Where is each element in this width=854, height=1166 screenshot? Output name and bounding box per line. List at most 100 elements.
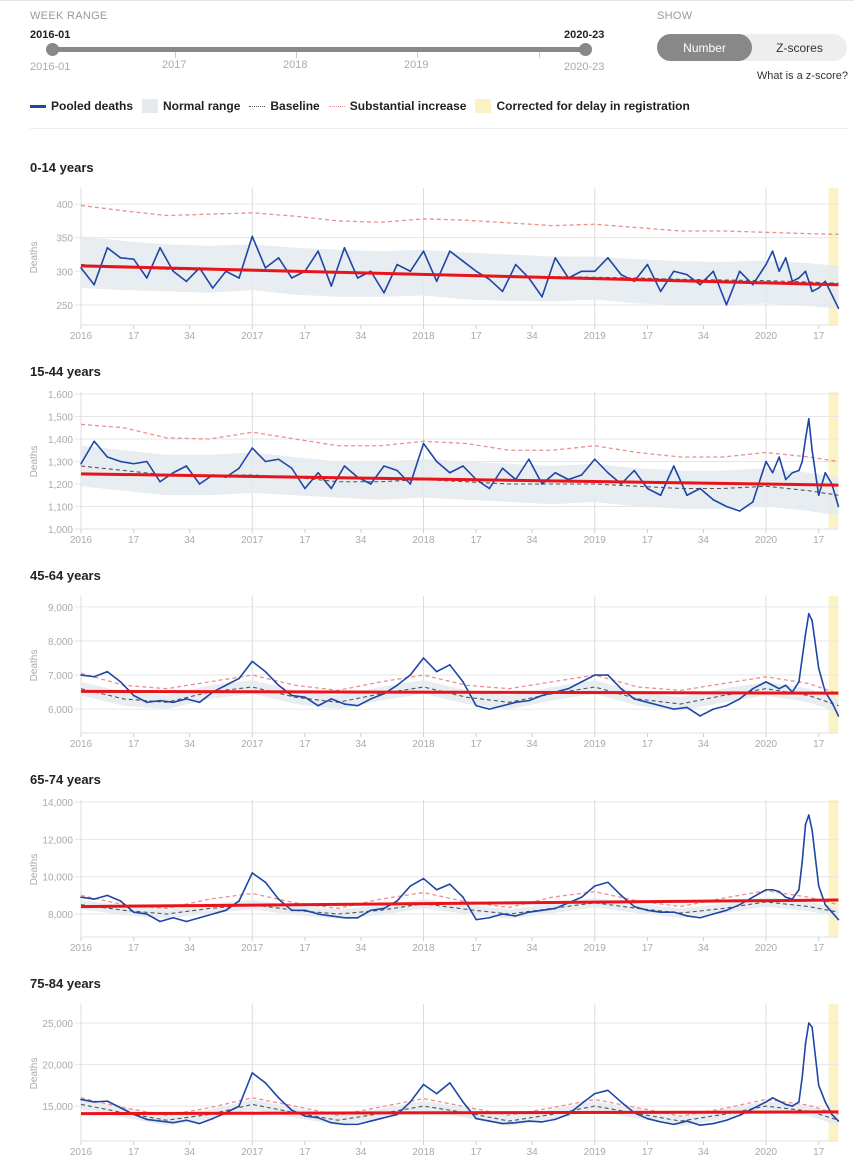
pooled-deaths-point [370, 483, 372, 485]
toggle-zscores[interactable]: Z-scores [776, 40, 823, 55]
trend-line [80, 264, 839, 287]
pooled-deaths-point [811, 290, 813, 293]
pooled-deaths-point [725, 304, 728, 306]
chart-title: 75-84 years [30, 976, 101, 991]
pooled-deaths-point [356, 277, 359, 279]
pooled-deaths-point [712, 913, 715, 915]
pooled-deaths-point [409, 1101, 412, 1103]
pooled-deaths-point [672, 1123, 675, 1126]
legend: Pooled deaths Normal range Baseline Subs… [30, 99, 699, 113]
zscore-help-link[interactable]: What is a z-score? [756, 70, 848, 82]
pooled-deaths-point [290, 909, 293, 912]
pooled-deaths-point [422, 442, 425, 445]
legend-baseline: Baseline [249, 99, 320, 113]
pooled-deaths-point [620, 1101, 622, 1103]
pooled-deaths-point [580, 896, 583, 899]
x-tick-label: 34 [527, 1147, 539, 1158]
pooled-deaths-point [409, 270, 412, 273]
y-tick-label: 8,000 [48, 910, 73, 921]
pooled-deaths-point [817, 885, 820, 887]
pooled-deaths-point [343, 1123, 346, 1126]
pooled-deaths-point [449, 250, 451, 252]
pooled-deaths-point [132, 911, 135, 913]
pooled-deaths-point [725, 1119, 728, 1122]
pooled-deaths-point [488, 916, 491, 919]
top-border [0, 0, 854, 3]
pooled-deaths-point [198, 701, 201, 704]
y-tick-label: 1,000 [48, 525, 73, 536]
x-tick-label: 2020 [755, 943, 778, 954]
pooled-deaths-point [251, 660, 254, 663]
pooled-deaths-point [765, 460, 767, 463]
corrected-swatch-icon [475, 99, 492, 113]
pooled-deaths-point [752, 687, 754, 690]
y-tick-label: 400 [56, 200, 73, 211]
chart-svg: 15,000 20,000 25,000 2016 17 34 2017 17 34 2018 17… [29, 1004, 840, 1158]
x-tick-label: 2020 [755, 739, 778, 750]
pooled-deaths-point [238, 677, 240, 680]
substantial-increase-line [80, 204, 839, 235]
pooled-deaths-point [264, 1082, 267, 1084]
pooled-deaths-point [808, 814, 810, 816]
legend-substantial-label: Substantial increase [349, 99, 467, 113]
pooled-deaths-point [824, 1101, 827, 1103]
pooled-deaths-point [804, 270, 807, 273]
pooled-deaths-point [554, 1118, 557, 1121]
pooled-deaths-point [304, 487, 306, 490]
x-tick-label: 17 [299, 331, 311, 342]
pooled-deaths-point [422, 1083, 425, 1086]
pooled-deaths-point [699, 283, 701, 286]
pooled-deaths-point [837, 505, 840, 508]
pooled-deaths-point [778, 890, 780, 893]
pooled-deaths-point [317, 704, 319, 707]
slider-tick [417, 52, 418, 58]
range-end-handle[interactable] [579, 43, 592, 56]
pooled-deaths-point [633, 698, 636, 700]
x-tick-label: 2018 [412, 739, 435, 750]
pooled-deaths-point [620, 894, 622, 897]
pooled-deaths-point [449, 664, 451, 666]
x-tick-label: 2018 [412, 535, 435, 546]
pooled-deaths-point [330, 698, 333, 700]
chart-svg: 6,000 7,000 8,000 9,000 2016 17 34 2017 17 34 2018… [29, 596, 840, 750]
pooled-deaths-point [343, 916, 346, 919]
pooled-deaths-point [798, 681, 800, 683]
x-tick-label: 17 [642, 1147, 654, 1158]
pooled-deaths-point [238, 467, 240, 470]
y-tick-label: 1,100 [48, 503, 73, 514]
pooled-deaths-point [317, 250, 319, 252]
pooled-deaths-point [593, 885, 596, 887]
chart-title: 15-44 years [30, 364, 101, 379]
week-range-slider[interactable] [52, 47, 586, 52]
x-tick-label: 17 [471, 331, 483, 342]
pooled-deaths-point [409, 674, 412, 676]
pooled-deaths-point [801, 1076, 804, 1078]
pooled-deaths-point [699, 916, 701, 919]
pooled-deaths-point [119, 900, 122, 902]
pooled-deaths-point [93, 283, 95, 286]
pooled-deaths-point [198, 483, 201, 485]
pooled-deaths-point [290, 1109, 293, 1112]
pooled-deaths-point [330, 487, 333, 490]
substantial-increase-line [80, 672, 839, 695]
toggle-number[interactable]: Number [657, 34, 752, 61]
chart-svg: 250 300 350 400 2016 17 34 2017 17 34 2018 17 34 2019… [29, 188, 840, 342]
show-toggle[interactable]: Number Z-scores [657, 34, 847, 61]
pooled-deaths-point [738, 1114, 741, 1117]
pooled-deaths-point [317, 913, 319, 915]
x-tick-label: 34 [527, 535, 539, 546]
pooled-deaths-point [383, 907, 385, 910]
pooled-deaths-point [528, 1120, 530, 1122]
x-tick-label: 2017 [241, 943, 264, 954]
x-tick-label: 17 [471, 1147, 483, 1158]
pooled-deaths-point [541, 483, 543, 485]
legend-normal: Normal range [142, 99, 240, 113]
legend-corrected: Corrected for delay in registration [475, 99, 690, 113]
pooled-deaths-point [798, 277, 800, 279]
pooled-deaths-point [738, 270, 741, 273]
pooled-deaths-point [422, 657, 425, 659]
pooled-deaths-point [172, 701, 175, 704]
pooled-deaths-point [659, 704, 662, 707]
range-start-handle[interactable] [46, 43, 59, 56]
pooled-deaths-point [528, 458, 530, 461]
